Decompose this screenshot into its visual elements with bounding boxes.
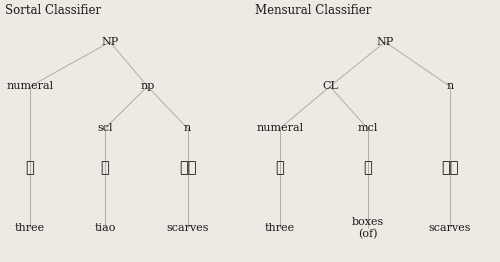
- Text: Sortal Classifier: Sortal Classifier: [5, 4, 101, 17]
- Text: scl: scl: [97, 123, 113, 133]
- Text: CL: CL: [322, 81, 338, 91]
- Text: Mensural Classifier: Mensural Classifier: [255, 4, 372, 17]
- Text: tiao: tiao: [94, 223, 116, 233]
- Text: np: np: [140, 81, 154, 91]
- Text: n: n: [184, 123, 191, 133]
- Text: 絲巾: 絲巾: [442, 160, 459, 175]
- Text: 條: 條: [100, 160, 110, 175]
- Text: three: three: [265, 223, 295, 233]
- Text: three: three: [15, 223, 45, 233]
- Text: scarves: scarves: [166, 223, 209, 233]
- Text: mcl: mcl: [358, 123, 378, 133]
- Text: boxes
(of): boxes (of): [352, 217, 384, 239]
- Text: NP: NP: [102, 37, 118, 47]
- Text: NP: NP: [376, 37, 394, 47]
- Text: 絲巾: 絲巾: [179, 160, 196, 175]
- Text: 三: 三: [276, 160, 284, 175]
- Text: 三: 三: [26, 160, 35, 175]
- Text: numeral: numeral: [6, 81, 54, 91]
- Text: 盒: 盒: [363, 160, 372, 175]
- Text: n: n: [446, 81, 454, 91]
- Text: scarves: scarves: [429, 223, 471, 233]
- Text: numeral: numeral: [256, 123, 304, 133]
